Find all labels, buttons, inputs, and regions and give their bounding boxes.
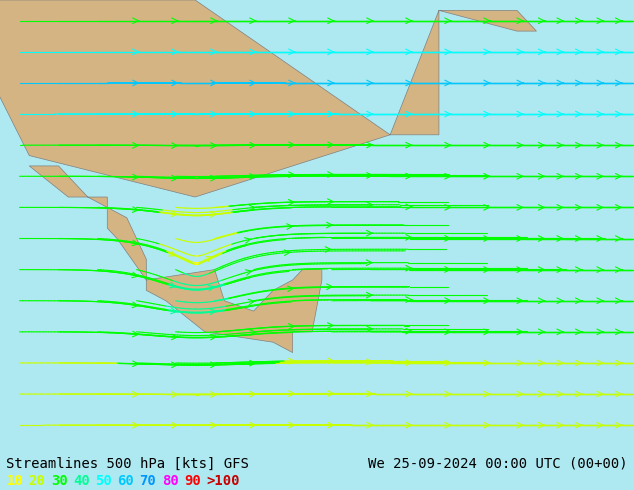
Text: 80: 80: [162, 474, 178, 488]
Text: 90: 90: [184, 474, 200, 488]
Text: Streamlines 500 hPa [kts] GFS: Streamlines 500 hPa [kts] GFS: [6, 457, 249, 471]
Text: We 25-09-2024 00:00 UTC (00+00): We 25-09-2024 00:00 UTC (00+00): [368, 457, 628, 471]
Text: >100: >100: [206, 474, 240, 488]
Polygon shape: [29, 166, 322, 353]
Text: 70: 70: [139, 474, 156, 488]
Text: 40: 40: [73, 474, 89, 488]
Text: 10: 10: [6, 474, 23, 488]
Text: 20: 20: [29, 474, 45, 488]
Text: 30: 30: [51, 474, 67, 488]
Text: 50: 50: [95, 474, 112, 488]
Text: 60: 60: [117, 474, 134, 488]
Polygon shape: [0, 0, 536, 197]
